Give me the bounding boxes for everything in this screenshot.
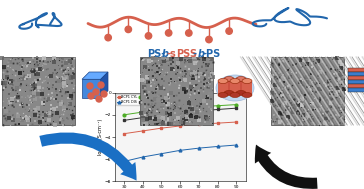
BCP1 LAM [234,107,238,109]
BCP [178,107,182,109]
Circle shape [87,83,93,89]
BCP1 LAM [197,110,201,112]
BCP1 DIS [159,153,164,155]
Bar [140,57,213,125]
BCP1 LAM [159,114,164,116]
Ellipse shape [224,77,234,81]
Polygon shape [82,72,108,79]
Circle shape [96,96,102,102]
BCP1 DIS [141,156,145,158]
FancyArrowPatch shape [255,145,317,189]
Ellipse shape [236,77,246,81]
BCP1 CYL [178,125,182,127]
Circle shape [105,34,111,41]
Line: BCP1 DIS: BCP1 DIS [123,144,238,163]
Ellipse shape [216,75,254,101]
Circle shape [166,30,172,36]
Circle shape [98,82,104,88]
Circle shape [206,36,212,43]
Ellipse shape [230,78,240,84]
BCP1 LAM [122,119,126,122]
Circle shape [88,93,94,99]
BCP [215,105,220,107]
BCP1 DIS [215,145,220,148]
BCP1 CYL [141,130,145,132]
Bar [348,80,364,84]
Bar [2,57,75,125]
Bar [271,57,344,125]
Bar [224,79,234,93]
BCP1 DIS [197,147,201,149]
BCP1 CYL [122,132,126,135]
BCP1 DIS [234,144,238,146]
Line: BCP1 LAM: BCP1 LAM [123,107,238,122]
BCP1 LAM [215,108,220,111]
Text: PS-: PS- [147,49,166,59]
Bar [348,72,364,76]
Circle shape [101,91,107,97]
Text: -PS: -PS [202,49,221,59]
Bar [348,68,364,72]
Circle shape [226,28,232,34]
Ellipse shape [218,92,228,98]
Bar [348,84,364,88]
Text: b: b [198,49,205,59]
Text: PSS: PSS [177,49,198,59]
BCP [159,109,164,111]
BCP1 LAM [141,116,145,119]
BCP1 CYL [234,121,238,123]
Circle shape [145,33,152,39]
Line: BCP1 CYL: BCP1 CYL [123,121,238,135]
BCP1 CYL [215,122,220,124]
BCP1 DIS [178,149,182,152]
Text: -s: -s [166,49,176,59]
Ellipse shape [242,78,252,84]
Text: -: - [193,49,197,59]
Bar [218,81,228,95]
BCP1 DIS [122,160,126,163]
Bar [82,79,101,98]
Ellipse shape [236,91,246,95]
Ellipse shape [218,78,228,84]
Ellipse shape [242,92,252,98]
Bar [348,76,364,80]
BCP [122,114,126,116]
Circle shape [125,26,131,33]
FancyArrowPatch shape [39,132,136,181]
Bar [236,79,246,93]
Line: BCP: BCP [123,103,238,116]
Circle shape [93,89,99,95]
Y-axis label: log(σ) (S·cm⁻¹): log(σ) (S·cm⁻¹) [98,119,103,155]
Bar [230,81,240,95]
Text: b: b [162,49,169,59]
Legend: BCP1 CYL, BCP1 DIS, BCP, BCP1 LAM: BCP1 CYL, BCP1 DIS, BCP, BCP1 LAM [116,94,161,105]
Ellipse shape [230,92,240,98]
BCP1 CYL [159,127,164,129]
BCP1 LAM [178,112,182,114]
Ellipse shape [224,91,234,95]
BCP [141,111,145,113]
Bar [348,88,364,92]
BCP1 CYL [197,123,201,125]
BCP [197,106,201,108]
BCP [234,103,238,106]
Polygon shape [101,72,108,98]
Bar [242,81,252,95]
Circle shape [186,30,192,36]
